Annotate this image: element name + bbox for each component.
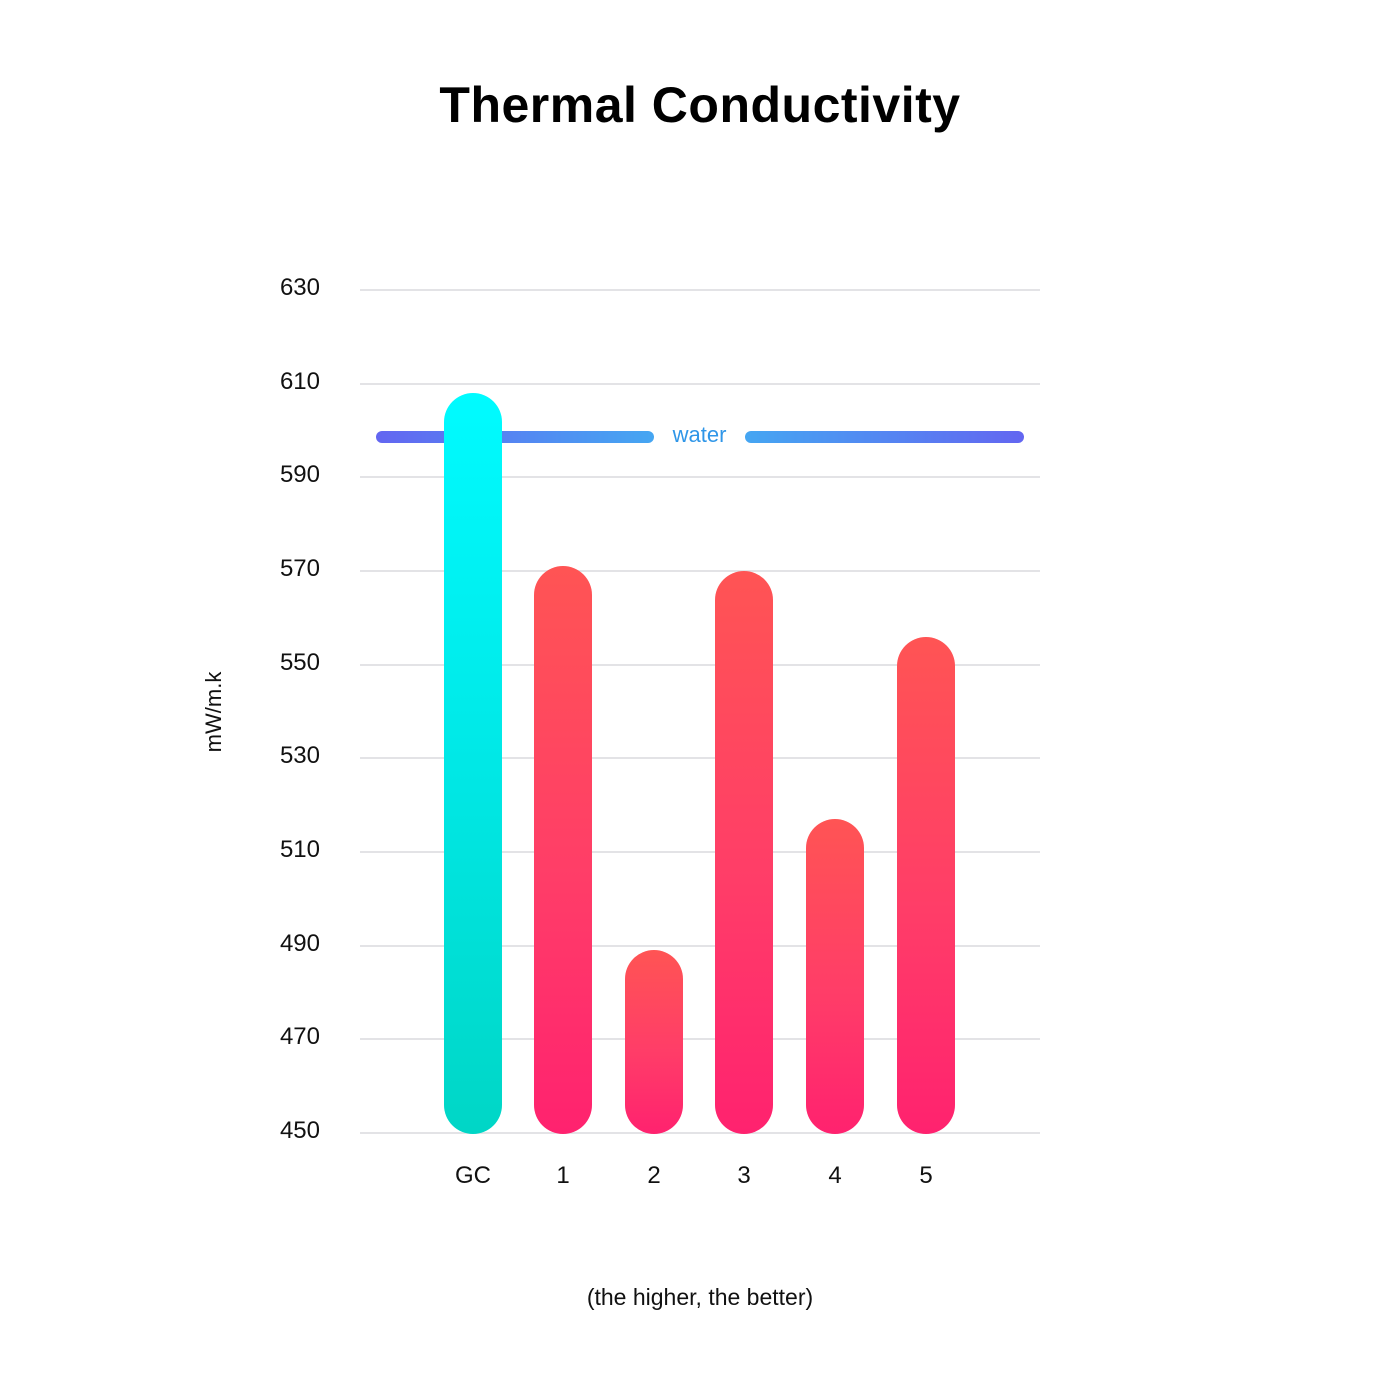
bar-2 [625,950,683,1134]
y-tick-label: 590 [279,461,320,489]
footnote: (the higher, the better) [586,1284,814,1310]
gridline [360,944,1040,947]
bar-3 [715,571,773,1134]
bar-5 [897,636,955,1134]
bar-4 [806,819,864,1134]
x-tick-label: GC [455,1162,491,1189]
gridline [360,570,1040,572]
bar-gc [444,393,502,1134]
gridline [360,1132,1040,1134]
x-tick-label: 4 [828,1162,842,1189]
y-axis-label: mW/m.k [201,671,226,753]
gridline [360,851,1040,853]
y-tick-label: 530 [279,742,320,770]
water-reference-label: water [672,422,727,447]
y-tick-label: 450 [279,1117,320,1144]
x-tick-label: 2 [647,1162,661,1189]
y-tick-label: 470 [279,1023,320,1051]
x-tick-label: 3 [737,1162,751,1189]
y-tick-label: 610 [279,367,320,395]
bar-1 [534,566,592,1134]
gridline [360,476,1040,479]
chart-title: Thermal Conductivity [439,77,961,133]
y-tick-label: 630 [279,274,320,301]
gridline [360,289,1040,291]
y-tick-label: 550 [279,648,320,676]
water-reference-line-right [745,431,1024,443]
gridline [360,382,1040,385]
y-tick-label: 510 [279,836,320,863]
x-tick-label: 1 [556,1162,570,1189]
y-tick-label: 490 [279,929,320,957]
gridline [360,757,1040,760]
gridline [360,663,1040,666]
y-tick-label: 570 [279,555,320,582]
x-tick-label: 5 [919,1162,933,1189]
gridline [360,1038,1040,1041]
water-reference-line-left [376,431,654,443]
